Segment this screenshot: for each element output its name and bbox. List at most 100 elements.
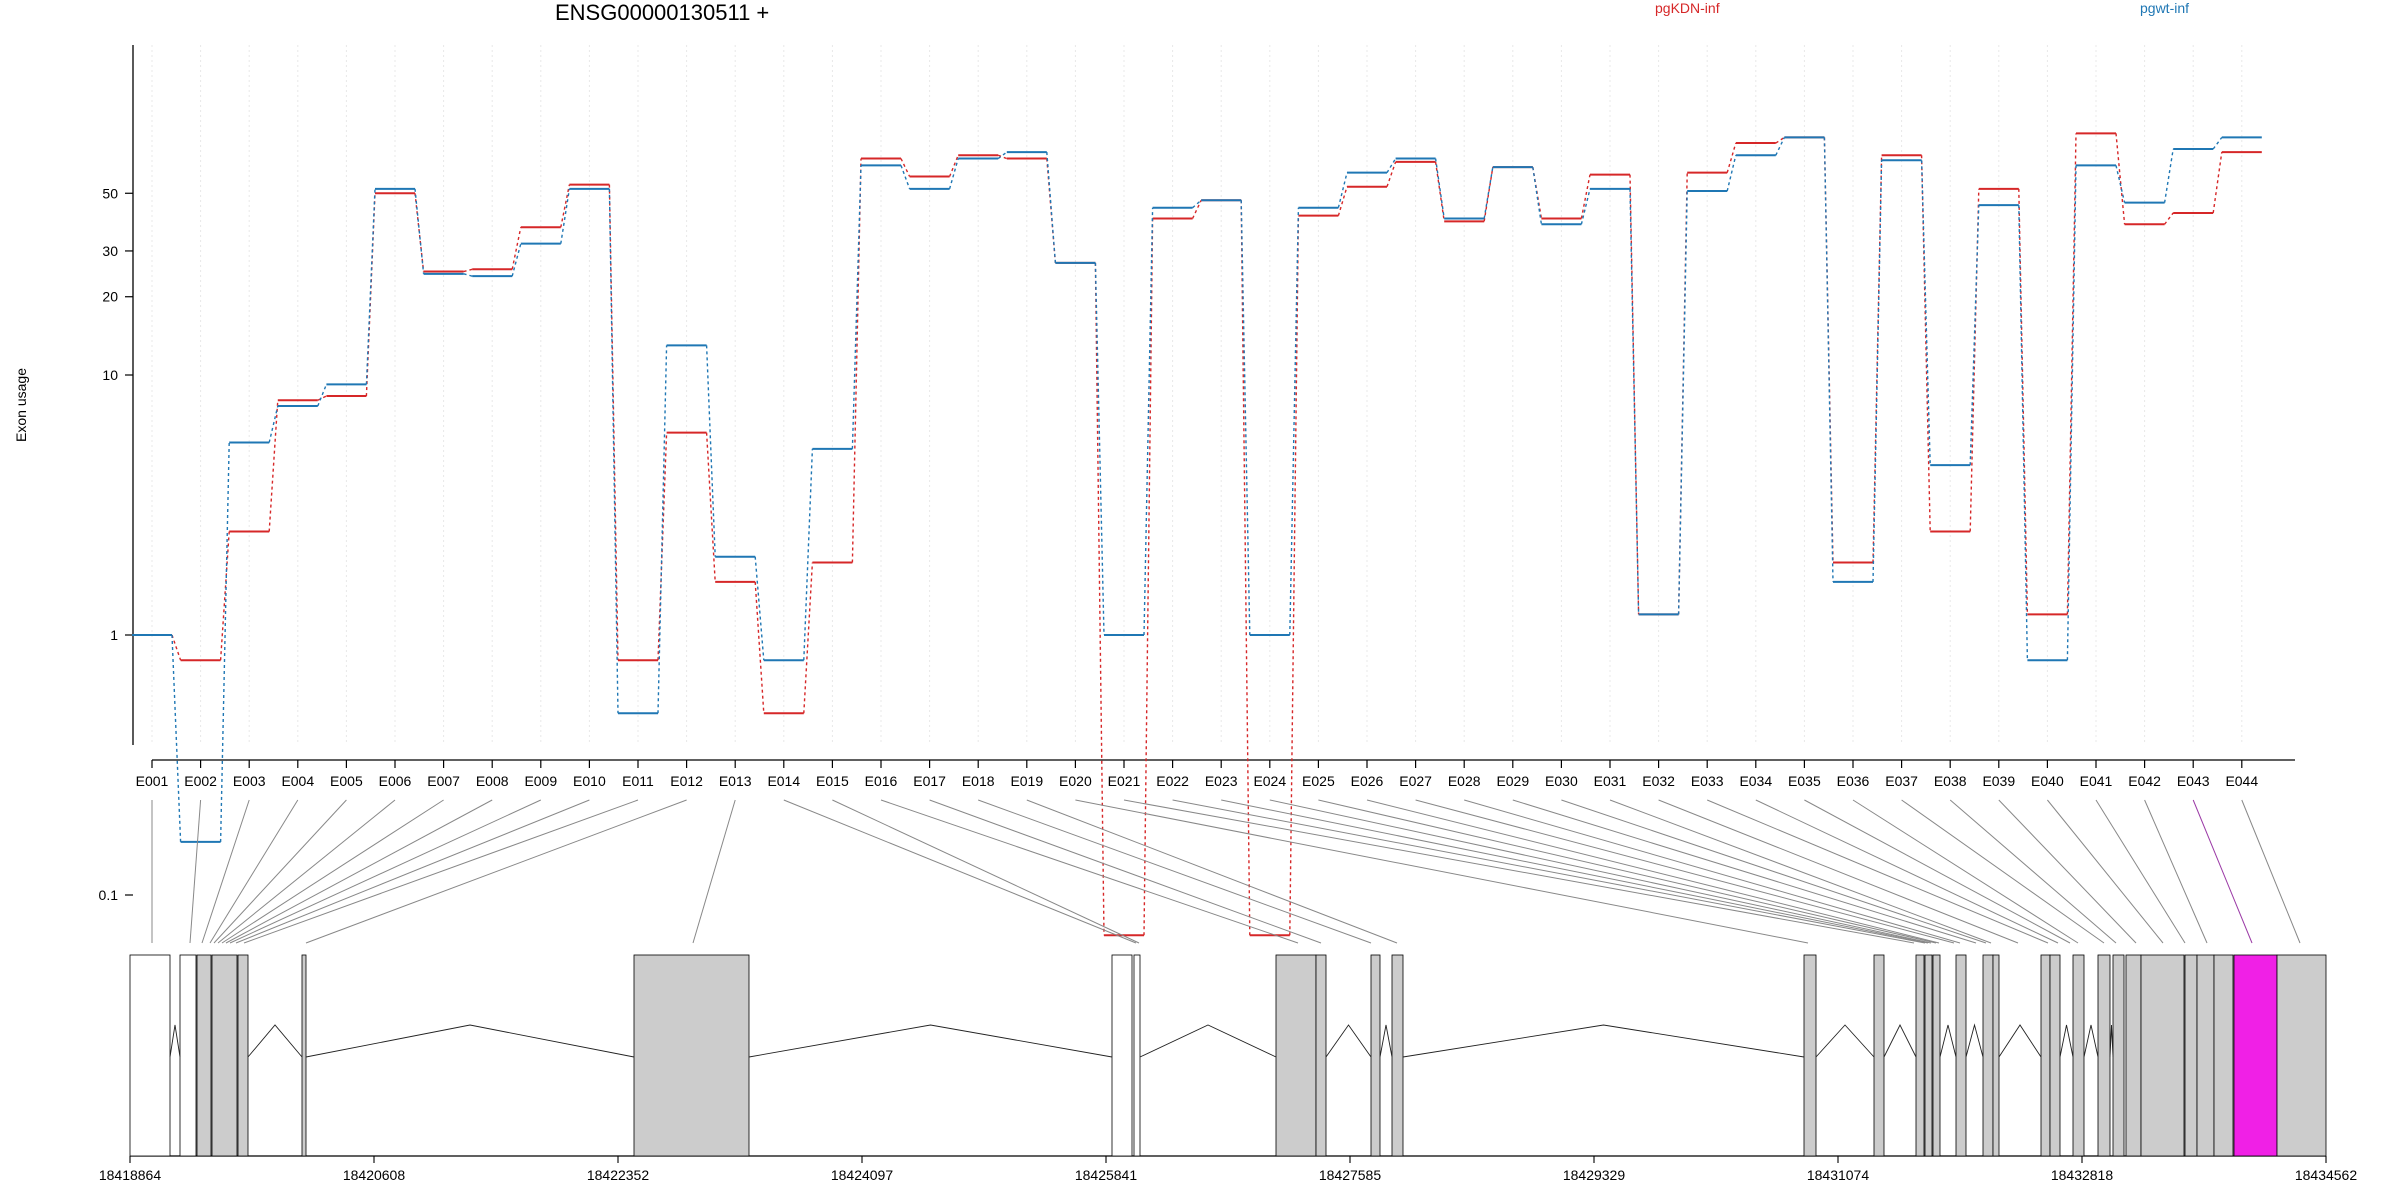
exon-connector-line (221, 799, 444, 944)
genomic-tick-label: 18420608 (343, 1167, 406, 1183)
exon-connector-line (1318, 799, 1937, 944)
exon-connector-line (1172, 799, 1926, 944)
series-connector (1143, 207, 1154, 636)
series-connector (803, 448, 814, 661)
exon-connector-line (243, 799, 639, 944)
intron-line (1379, 1024, 1393, 1058)
series-connector (2115, 165, 2126, 203)
exon-box (2040, 954, 2051, 1157)
x-tick-label: E007 (427, 773, 460, 789)
x-tick-label: E026 (1351, 773, 1384, 789)
x-tick-label: E032 (1642, 773, 1675, 789)
exon-connector-line (1269, 799, 1932, 944)
x-tick-label: E003 (233, 773, 266, 789)
exon-connector-line (1901, 799, 2105, 944)
genomic-tick-label: 18422352 (587, 1167, 650, 1183)
y-tick-label: 10 (102, 367, 118, 383)
x-tick-label: E043 (2177, 773, 2210, 789)
exon-box (179, 954, 197, 1157)
exon-connector-line (1512, 799, 1977, 944)
exon-box (1932, 954, 1941, 1157)
exon-connector-line (1949, 799, 2117, 944)
x-tick-label: E025 (1302, 773, 1335, 789)
series-connector (1629, 188, 1640, 615)
series-connector (608, 184, 619, 661)
series-connector (900, 165, 911, 190)
series-connector (2018, 188, 2029, 615)
genomic-tick-label: 18427585 (1319, 1167, 1382, 1183)
intron-line (169, 1024, 181, 1058)
y-tick-label: 20 (102, 289, 118, 305)
exon-connector-line (1415, 799, 1955, 944)
x-tick-label: E014 (767, 773, 800, 789)
exon-box (2184, 954, 2198, 1157)
intron-line (1883, 1023, 1917, 1058)
series-connector (754, 556, 765, 661)
intron-line (305, 1024, 635, 1058)
series-connector (171, 634, 182, 842)
y-tick-label: 1 (110, 627, 118, 643)
exon-connector-line (692, 799, 736, 944)
x-tick-label: E001 (136, 773, 169, 789)
chart-title: ENSG00000130511 + (555, 0, 770, 25)
x-tick-label: E024 (1253, 773, 1286, 789)
genomic-tick-label: 18432818 (2051, 1167, 2114, 1183)
exon-box (2125, 954, 2142, 1157)
series-connector (2163, 148, 2174, 203)
x-tick-label: E039 (1982, 773, 2015, 789)
exon-connector-line (235, 799, 590, 944)
intron-line (2083, 1024, 2099, 1058)
series-connector (463, 268, 473, 273)
series-connector (1775, 137, 1786, 156)
series-connector (754, 581, 765, 714)
x-tick-label: E022 (1156, 773, 1189, 789)
exon-box (2233, 954, 2278, 1157)
exon-connector-line (1464, 799, 1961, 944)
exon-box (2140, 954, 2185, 1157)
legend-series-2: pgwt-inf (2140, 0, 2190, 16)
exon-connector-line (213, 799, 347, 944)
series-connector (1920, 155, 1931, 532)
exon-connector-line (783, 799, 1137, 944)
intron-line (2059, 1024, 2074, 1058)
x-tick-label: E042 (2128, 773, 2161, 789)
genomic-tick-label: 18434562 (2295, 1167, 2358, 1183)
exon-connector-line (978, 799, 1372, 944)
exon-box (1982, 954, 1994, 1157)
series-connector (1386, 161, 1397, 187)
series-connector (1337, 186, 1348, 216)
exon-connector-line (229, 799, 542, 944)
genomic-tick-label: 18418864 (99, 1167, 162, 1183)
exon-connector-line (1609, 799, 1992, 944)
x-tick-label: E012 (670, 773, 703, 789)
legend-series-1: pgKDN-inf (1655, 0, 1720, 16)
series-connector (997, 154, 1008, 160)
series-connector (657, 432, 668, 661)
intron-line (1139, 1024, 1277, 1058)
series-connector (1191, 199, 1202, 219)
intron-line (1965, 1023, 1984, 1058)
exon-connector-line (1123, 799, 1915, 944)
exon-box (1992, 954, 2000, 1157)
x-tick-label: E041 (2080, 773, 2113, 789)
series-connector (997, 151, 1008, 160)
y-ticks: 0.1 1 10 20 30 50 (99, 185, 133, 903)
series-connector (1726, 142, 1737, 173)
exon-box (1803, 954, 1817, 1157)
exon-connector-line (225, 799, 493, 944)
series-connector (268, 405, 279, 443)
series-connector (1580, 188, 1591, 225)
series-connector (803, 562, 814, 714)
series-connector (1192, 199, 1202, 209)
x-ticks: E001 E002 E003 E004 E005 E006 E007 E008 E009 E010… (136, 760, 2258, 789)
gene-model-ticks: 18418864 18420608 18422352 18424097 18425841… (99, 1156, 2358, 1183)
series-connector (560, 184, 571, 228)
x-tick-label: E038 (1934, 773, 1967, 789)
x-tick-label: E044 (2225, 773, 2258, 789)
exon-box (2213, 954, 2234, 1157)
grid-lines (151, 45, 2243, 745)
series-connector (1775, 136, 1785, 144)
y-tick-label: 30 (102, 243, 118, 259)
gene-model (129, 954, 2327, 1157)
